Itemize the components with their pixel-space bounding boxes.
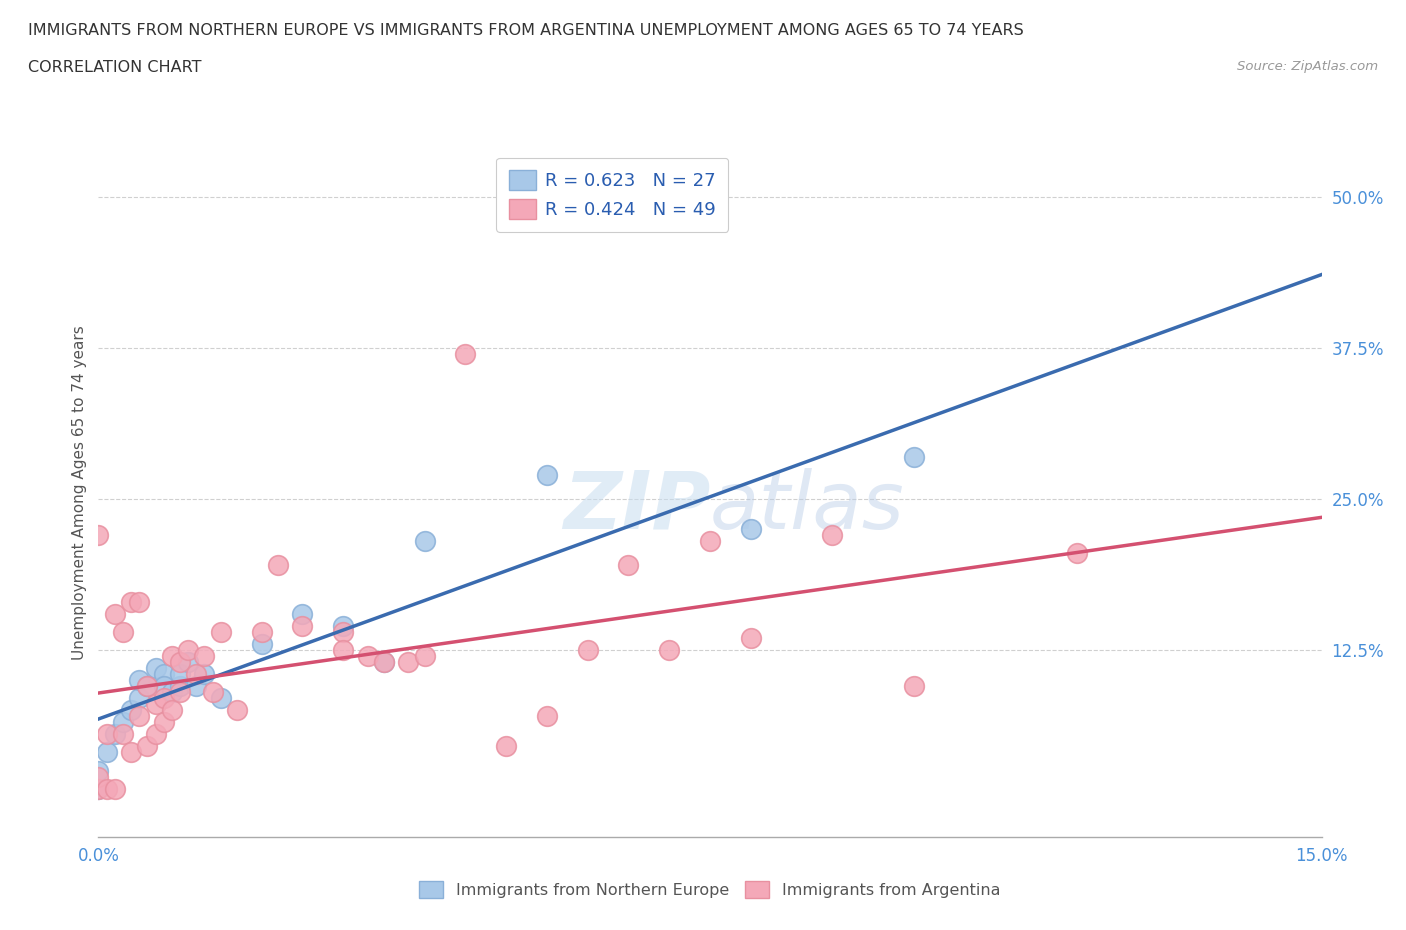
Point [332,643,354,658]
Point [111,727,134,742]
Text: atlas: atlas [710,468,905,546]
Point [145,697,167,711]
Point [152,715,174,730]
Point [87,527,110,542]
Point [87,781,110,796]
Point [1066,546,1088,561]
Point [291,618,314,633]
Point [332,618,354,633]
Point [145,660,167,675]
Point [177,643,200,658]
Point [250,636,273,651]
Point [169,655,191,670]
Point [291,606,314,621]
Point [699,534,721,549]
Point [104,781,127,796]
Point [96,781,118,796]
Point [495,739,517,754]
Point [160,703,183,718]
Point [903,449,925,464]
Point [356,648,378,663]
Point [740,631,762,645]
Point [128,709,150,724]
Point [152,691,174,706]
Point [201,684,224,699]
Point [373,655,395,670]
Point [160,684,183,699]
Point [120,703,142,718]
Point [454,347,477,362]
Point [128,691,150,706]
Point [576,643,599,658]
Point [536,468,558,483]
Point [903,679,925,694]
Point [152,667,174,682]
Point [209,624,232,639]
Point [413,534,436,549]
Point [128,594,150,609]
Point [740,522,762,537]
Point [136,679,159,694]
Y-axis label: Unemployment Among Ages 65 to 74 years: Unemployment Among Ages 65 to 74 years [72,326,87,660]
Text: CORRELATION CHART: CORRELATION CHART [28,60,201,75]
Point [136,739,159,754]
Point [413,648,436,663]
Point [87,769,110,784]
Point [111,715,134,730]
Point [120,594,142,609]
Point [152,679,174,694]
Point [160,648,183,663]
Point [111,624,134,639]
Point [169,679,191,694]
Point [128,672,150,687]
Point [177,655,200,670]
Point [373,655,395,670]
Point [332,624,354,639]
Point [96,745,118,760]
Legend: Immigrants from Northern Europe, Immigrants from Argentina: Immigrants from Northern Europe, Immigra… [413,874,1007,905]
Point [536,709,558,724]
Text: Source: ZipAtlas.com: Source: ZipAtlas.com [1237,60,1378,73]
Point [396,655,419,670]
Point [658,643,681,658]
Point [186,679,208,694]
Point [169,684,191,699]
Point [136,679,159,694]
Point [193,667,215,682]
Text: ZIP: ZIP [562,468,710,546]
Point [104,606,127,621]
Point [821,527,844,542]
Point [87,781,110,796]
Point [209,691,232,706]
Point [617,558,640,573]
Text: IMMIGRANTS FROM NORTHERN EUROPE VS IMMIGRANTS FROM ARGENTINA UNEMPLOYMENT AMONG : IMMIGRANTS FROM NORTHERN EUROPE VS IMMIG… [28,23,1024,38]
Point [267,558,290,573]
Point [145,727,167,742]
Point [250,624,273,639]
Point [104,727,127,742]
Point [186,667,208,682]
Point [96,727,118,742]
Point [226,703,249,718]
Point [120,745,142,760]
Point [193,648,215,663]
Point [169,667,191,682]
Point [87,764,110,778]
